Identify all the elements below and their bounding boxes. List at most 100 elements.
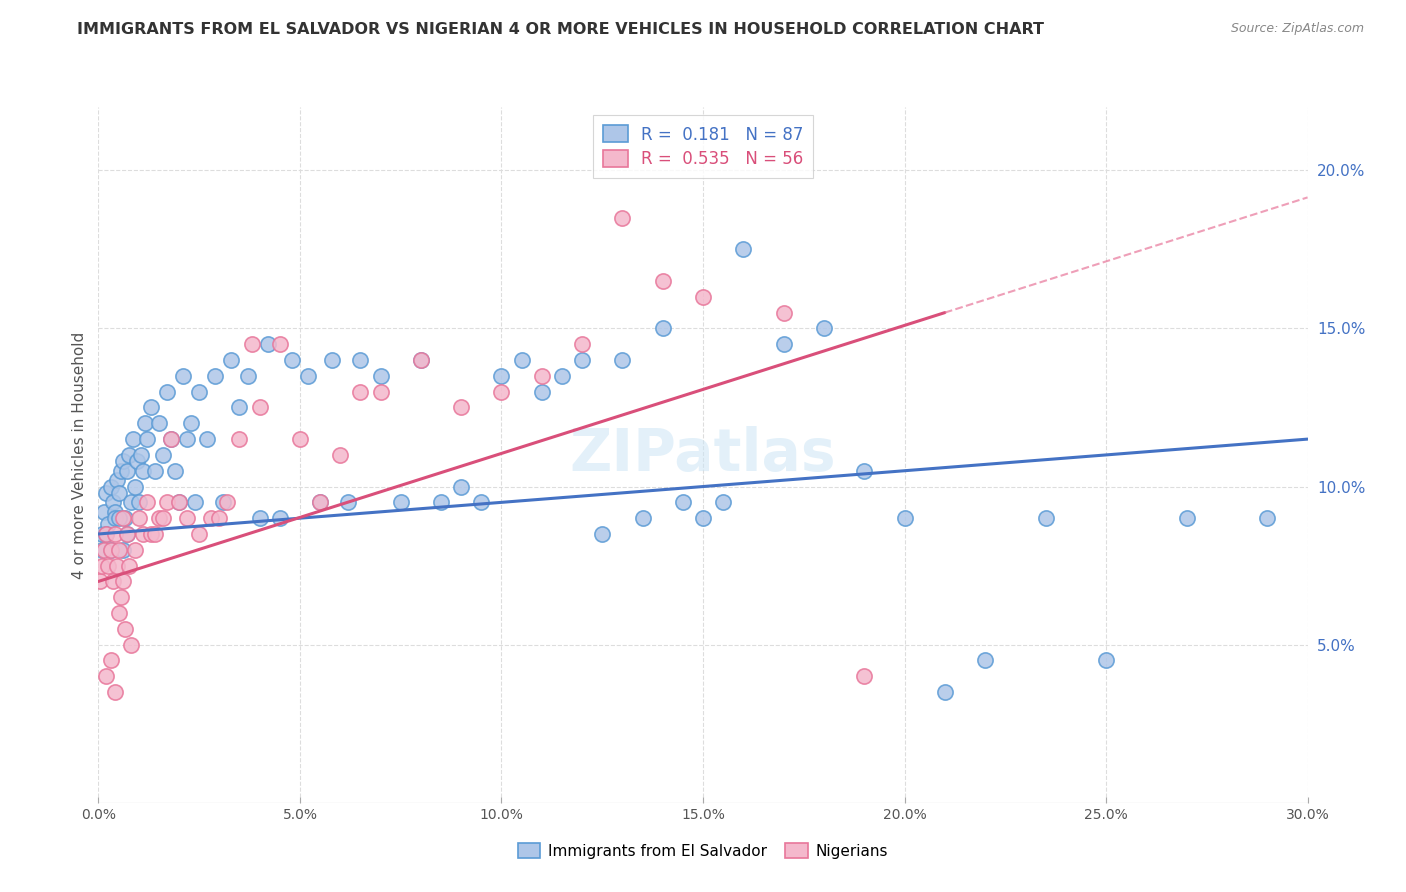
Point xyxy=(692,290,714,304)
Point xyxy=(389,495,412,509)
Point xyxy=(120,638,142,652)
Point xyxy=(118,558,141,573)
Point xyxy=(631,511,654,525)
Point xyxy=(256,337,278,351)
Point xyxy=(97,558,120,573)
Point xyxy=(297,368,319,383)
Point xyxy=(156,495,179,509)
Point xyxy=(103,505,125,519)
Point xyxy=(1035,511,1057,525)
Point xyxy=(132,527,155,541)
Point xyxy=(349,384,371,399)
Point xyxy=(160,432,183,446)
Point xyxy=(491,368,513,383)
Point xyxy=(107,486,129,500)
Point xyxy=(97,517,120,532)
Point xyxy=(491,384,513,399)
Point xyxy=(236,368,259,383)
Legend: Immigrants from El Salvador, Nigerians: Immigrants from El Salvador, Nigerians xyxy=(512,837,894,864)
Point xyxy=(470,495,492,509)
Point xyxy=(125,454,148,468)
Point xyxy=(148,417,170,431)
Point xyxy=(107,511,129,525)
Point xyxy=(114,511,136,525)
Point xyxy=(132,464,155,478)
Point xyxy=(651,274,673,288)
Point xyxy=(167,495,190,509)
Point xyxy=(103,527,125,541)
Point xyxy=(853,669,876,683)
Point xyxy=(100,542,122,557)
Point xyxy=(974,653,997,667)
Point xyxy=(309,495,332,509)
Point xyxy=(530,368,553,383)
Point xyxy=(114,622,136,636)
Point xyxy=(180,417,202,431)
Point xyxy=(409,353,432,368)
Point xyxy=(111,574,134,589)
Text: IMMIGRANTS FROM EL SALVADOR VS NIGERIAN 4 OR MORE VEHICLES IN HOUSEHOLD CORRELAT: IMMIGRANTS FROM EL SALVADOR VS NIGERIAN … xyxy=(77,22,1045,37)
Point xyxy=(200,511,222,525)
Point xyxy=(100,653,122,667)
Point xyxy=(217,495,239,509)
Point xyxy=(156,384,179,399)
Point xyxy=(240,337,263,351)
Point xyxy=(370,368,392,383)
Point xyxy=(450,401,472,415)
Point xyxy=(212,495,235,509)
Point xyxy=(93,505,115,519)
Point xyxy=(107,542,129,557)
Point xyxy=(96,486,118,500)
Point xyxy=(105,473,128,487)
Point xyxy=(551,368,574,383)
Point xyxy=(96,527,118,541)
Point xyxy=(143,527,166,541)
Point xyxy=(772,337,794,351)
Point xyxy=(115,464,138,478)
Point xyxy=(93,542,115,557)
Point xyxy=(184,495,207,509)
Point xyxy=(651,321,673,335)
Point xyxy=(120,495,142,509)
Point xyxy=(111,511,134,525)
Point xyxy=(121,432,143,446)
Point xyxy=(111,454,134,468)
Point xyxy=(100,479,122,493)
Point xyxy=(115,527,138,541)
Point xyxy=(733,243,755,257)
Point xyxy=(204,368,226,383)
Point xyxy=(612,353,634,368)
Point xyxy=(135,495,157,509)
Point xyxy=(409,353,432,368)
Point xyxy=(118,448,141,462)
Point xyxy=(110,591,132,605)
Point xyxy=(430,495,453,509)
Point xyxy=(107,606,129,620)
Point xyxy=(853,464,876,478)
Y-axis label: 4 or more Vehicles in Household: 4 or more Vehicles in Household xyxy=(72,331,87,579)
Point xyxy=(893,511,915,525)
Point xyxy=(89,574,111,589)
Point xyxy=(571,353,593,368)
Point xyxy=(103,511,125,525)
Point xyxy=(111,542,134,557)
Point xyxy=(349,353,371,368)
Point xyxy=(124,479,146,493)
Point xyxy=(772,305,794,319)
Point xyxy=(160,432,183,446)
Point xyxy=(813,321,835,335)
Point xyxy=(152,448,174,462)
Point xyxy=(1256,511,1278,525)
Point xyxy=(96,527,118,541)
Point xyxy=(249,511,271,525)
Point xyxy=(370,384,392,399)
Point xyxy=(176,432,198,446)
Point xyxy=(135,432,157,446)
Point xyxy=(148,511,170,525)
Point xyxy=(195,432,218,446)
Point xyxy=(309,495,332,509)
Point xyxy=(139,527,162,541)
Point xyxy=(91,527,114,541)
Point xyxy=(269,511,291,525)
Point xyxy=(105,558,128,573)
